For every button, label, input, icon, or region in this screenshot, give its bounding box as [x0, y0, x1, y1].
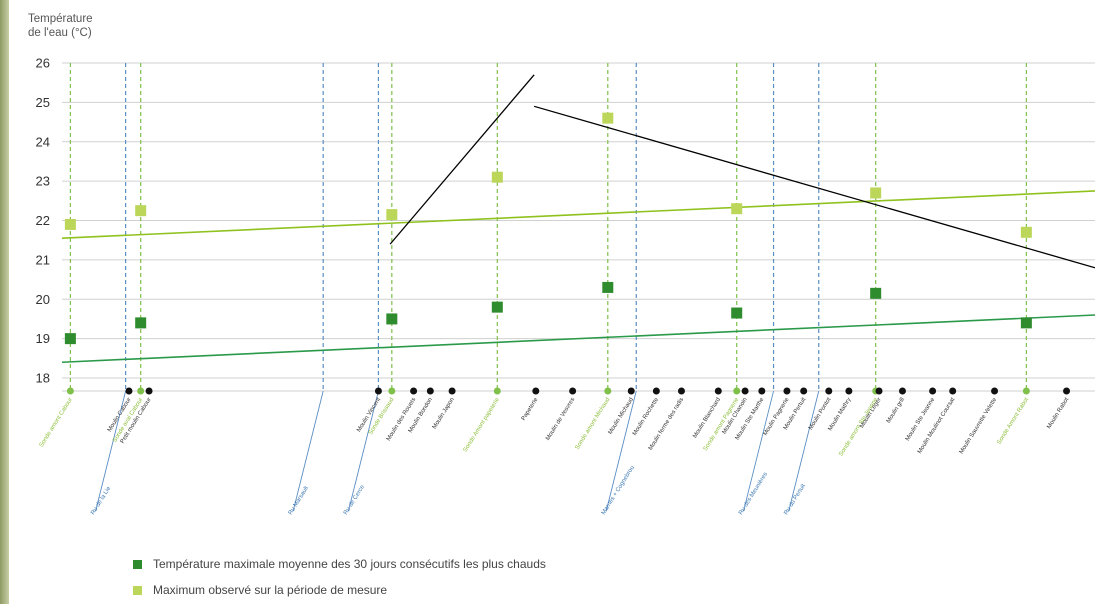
probe-marker — [733, 387, 741, 395]
mill-marker — [741, 387, 749, 395]
y-tick-label: 22 — [36, 213, 50, 228]
avg30-point — [491, 301, 503, 313]
y-tick-label: 26 — [36, 56, 50, 71]
max-point — [135, 205, 147, 217]
y-tick-label: 18 — [36, 371, 50, 386]
tributary-leader — [347, 390, 379, 512]
tributary-leader — [788, 390, 820, 512]
avg30-point — [731, 307, 743, 319]
probe-label: Sonde amont Pagnerie — [703, 396, 741, 452]
mill-marker — [991, 387, 999, 395]
y-tick-label: 21 — [36, 252, 50, 267]
mill-marker — [627, 387, 635, 395]
y-axis-title: Température de l'eau (°C) — [28, 12, 93, 40]
probe-marker — [137, 387, 145, 395]
annotation-line — [389, 74, 535, 245]
max-point — [64, 218, 76, 230]
mill-label: Moulin Moulinot Coursat — [917, 397, 957, 455]
probe-marker — [604, 387, 612, 395]
tributary-label: Ru de la Lie — [90, 485, 112, 516]
mill-label: Moulin de Vesvres — [545, 397, 576, 442]
y-tick-label: 24 — [36, 134, 50, 149]
mill-label: Papeterie — [521, 396, 540, 422]
mill-marker — [1063, 387, 1071, 395]
mill-marker — [532, 387, 540, 395]
legend-item-avg30: Température maximale moyenne des 30 jour… — [133, 557, 546, 571]
mill-marker — [949, 387, 957, 395]
trend-line-max — [61, 190, 1095, 240]
mill-marker — [125, 387, 133, 395]
probe-marker — [388, 387, 396, 395]
probe-label: Sonde Amont Rabot — [996, 397, 1030, 446]
probe-label: Sonde amont Michaud — [575, 397, 612, 451]
trend-line-avg30 — [61, 314, 1095, 364]
mill-marker — [677, 387, 685, 395]
annotation-line — [533, 105, 1095, 269]
legend-swatch-avg30 — [133, 559, 142, 569]
tributary-leader — [292, 390, 324, 512]
max-point — [602, 112, 614, 124]
tributary-leader — [743, 390, 774, 512]
probe-marker — [493, 387, 501, 395]
mill-label: Moulin Sauvrette Velette — [959, 396, 999, 455]
y-tick-label: 23 — [36, 174, 50, 189]
tributary-label: Ru du Pertuit — [783, 483, 807, 516]
legend-swatch-max — [133, 585, 142, 595]
mill-marker — [410, 387, 418, 395]
y-axis-title-line1: Température — [28, 13, 93, 25]
mill-marker — [845, 387, 853, 395]
mill-label: Moulin grill — [886, 397, 906, 425]
max-point — [870, 187, 882, 199]
mill-label: Moulin Mathry — [828, 397, 853, 432]
y-tick-label: 19 — [36, 331, 50, 346]
mill-label: Moulin Rochette — [632, 396, 660, 437]
mill-marker — [875, 387, 883, 395]
mill-marker — [800, 387, 808, 395]
avg30-point — [1020, 317, 1032, 329]
y-tick-label: 20 — [36, 292, 50, 307]
tributary-label: Ru de Cerce — [343, 484, 366, 516]
tributary-leader — [605, 390, 637, 512]
mill-marker — [929, 387, 937, 395]
max-point — [386, 209, 398, 221]
probe-marker — [1022, 387, 1030, 395]
mill-marker — [758, 387, 766, 395]
max-point — [491, 171, 503, 183]
avg30-point — [870, 287, 882, 299]
y-tick-label: 25 — [36, 95, 50, 110]
avg30-point — [386, 313, 398, 325]
mill-marker — [426, 387, 434, 395]
max-point — [731, 203, 743, 215]
avg30-point — [602, 281, 614, 293]
mill-marker — [374, 387, 382, 395]
mill-marker — [569, 387, 577, 395]
mill-marker — [714, 387, 722, 395]
mill-marker — [145, 387, 153, 395]
mill-marker — [825, 387, 833, 395]
legend-label-max: Maximum observé sur la période de mesure — [153, 583, 388, 597]
mill-marker — [448, 387, 456, 395]
tributary-leader — [95, 390, 127, 512]
probe-label: Sonde Amont papeterie — [463, 396, 502, 453]
avg30-point — [64, 333, 76, 345]
tributary-label: Marnes + Cognebrou — [601, 465, 636, 516]
max-point — [1020, 226, 1032, 238]
tributary-label: Ru des Meunières — [738, 472, 769, 516]
probe-marker — [66, 387, 74, 395]
mill-label: Moulin Japon — [432, 397, 456, 430]
legend-item-max: Maximum observé sur la période de mesure — [133, 583, 387, 597]
mill-marker — [783, 387, 791, 395]
mill-label: Moulin Rabot — [1046, 397, 1070, 430]
avg30-point — [135, 317, 147, 329]
probe-label: Sonde amont Cabour — [39, 397, 74, 449]
legend-label-avg30: Température maximale moyenne des 30 jour… — [153, 557, 546, 571]
mill-label: Moulin Michaud — [608, 397, 635, 436]
y-axis-title-line2: de l'eau (°C) — [28, 27, 92, 39]
mill-marker — [898, 387, 906, 395]
left-decorative-strip — [0, 0, 9, 604]
mill-marker — [652, 387, 660, 395]
tributary-label: Ru Marsault — [288, 485, 310, 516]
